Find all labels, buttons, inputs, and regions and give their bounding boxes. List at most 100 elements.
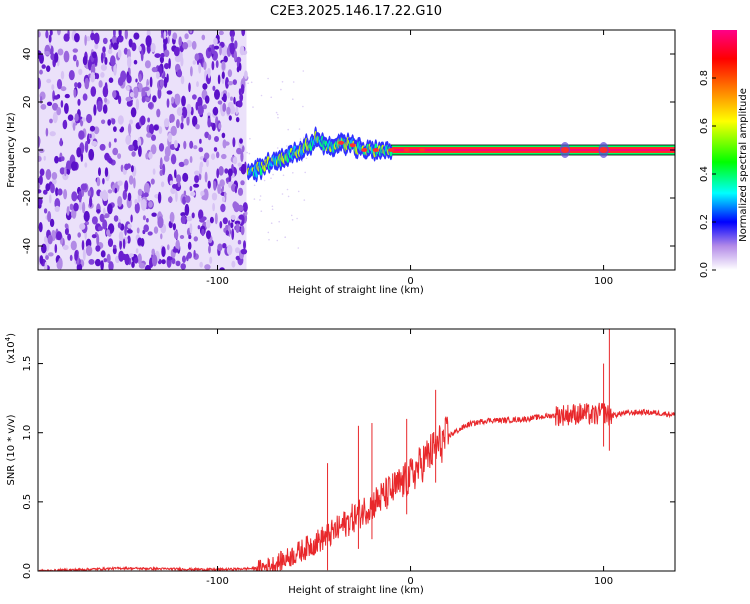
noise-blob <box>163 118 170 128</box>
noise-blob <box>240 248 248 255</box>
noise-blob <box>188 234 192 240</box>
noise-blob <box>226 244 233 256</box>
noise-blob <box>193 183 200 188</box>
noise-blob <box>102 219 108 230</box>
noise-blob <box>176 107 183 116</box>
noise-blob <box>183 140 187 150</box>
noise-blob <box>107 203 113 215</box>
noise-blob <box>57 30 61 36</box>
noise-blob <box>84 140 89 153</box>
noise-speck <box>287 128 290 131</box>
noise-blob <box>166 98 170 108</box>
noise-blob <box>53 95 59 100</box>
noise-blob <box>205 219 211 229</box>
noise-blob <box>214 212 218 225</box>
noise-blob <box>39 69 43 75</box>
noise-blob <box>239 93 244 102</box>
noise-blob <box>161 259 166 265</box>
noise-blob <box>240 225 245 236</box>
noise-blob <box>179 235 185 239</box>
noise-blob <box>117 35 124 43</box>
noise-blob <box>148 151 153 160</box>
noise-blob <box>159 79 164 88</box>
noise-speck <box>277 116 279 119</box>
noise-blob <box>234 220 241 225</box>
noise-blob <box>242 202 248 213</box>
noise-blob <box>147 231 153 236</box>
noise-blob <box>215 60 219 69</box>
y-tick-label: 40 <box>22 48 33 61</box>
noise-blob <box>149 123 154 135</box>
noise-blob <box>70 161 78 171</box>
noise-blob <box>166 256 173 261</box>
noise-blob <box>97 226 103 231</box>
noise-blob <box>207 68 211 79</box>
noise-blob <box>226 106 231 115</box>
noise-blob <box>155 71 160 79</box>
noise-speck <box>302 105 304 108</box>
noise-blob <box>55 187 59 197</box>
noise-blob <box>112 147 119 156</box>
noise-speck <box>286 188 289 191</box>
noise-blob <box>235 247 240 254</box>
noise-blob <box>207 117 211 128</box>
noise-speck <box>253 198 256 200</box>
noise-blob <box>227 92 230 99</box>
noise-blob <box>104 191 109 201</box>
noise-blob <box>62 244 69 251</box>
colorbar-tick-label: 0.6 <box>699 118 710 134</box>
noise-blob <box>60 70 65 80</box>
x-tick-label: 100 <box>594 576 613 587</box>
noise-blob <box>123 47 128 55</box>
trace-core <box>263 165 266 172</box>
noise-blob <box>233 96 236 105</box>
noise-blob <box>137 237 143 246</box>
noise-blob <box>157 216 164 229</box>
noise-blob <box>239 45 245 56</box>
noise-blob <box>57 188 63 196</box>
noise-blob <box>231 260 236 268</box>
noise-blob <box>198 62 202 74</box>
noise-blob <box>221 71 225 79</box>
noise-blob <box>193 236 198 242</box>
noise-blob <box>112 42 119 50</box>
noise-blob <box>54 155 59 164</box>
noise-speck <box>263 179 266 182</box>
noise-blob <box>241 145 245 153</box>
noise-blob <box>46 101 53 107</box>
noise-blob <box>240 180 245 186</box>
noise-blob <box>79 223 86 230</box>
noise-blob <box>64 228 69 235</box>
noise-blob <box>41 243 47 254</box>
noise-blob <box>239 138 243 144</box>
noise-blob <box>137 253 142 265</box>
noise-speck <box>281 193 284 195</box>
x-tick-label: 0 <box>407 276 413 287</box>
y-tick-label: -40 <box>22 238 33 254</box>
noise-blob <box>221 153 227 160</box>
trace-hotspot <box>388 148 395 152</box>
noise-blob <box>39 96 43 104</box>
noise-speck <box>304 171 307 174</box>
noise-blob <box>72 122 76 131</box>
noise-blob <box>169 211 175 223</box>
snr-x-ticks: -100 0 100 <box>206 329 613 587</box>
noise-blob <box>204 171 208 183</box>
noise-blob <box>236 147 242 155</box>
colorbar-gradient <box>712 30 737 270</box>
noise-speck <box>284 236 287 238</box>
noise-blob <box>172 223 176 231</box>
noise-blob <box>131 151 136 157</box>
noise-blob <box>230 35 234 43</box>
noise-blob <box>214 89 220 100</box>
noise-blob <box>87 59 92 71</box>
noise-blob <box>223 141 230 146</box>
noise-blob <box>187 251 192 259</box>
noise-blob <box>90 64 96 75</box>
noise-blob <box>99 190 104 199</box>
noise-blob <box>230 222 234 229</box>
noise-blob <box>211 44 215 55</box>
snr-frame <box>37 328 676 572</box>
noise-blob <box>211 153 216 161</box>
noise-blob <box>144 60 151 69</box>
